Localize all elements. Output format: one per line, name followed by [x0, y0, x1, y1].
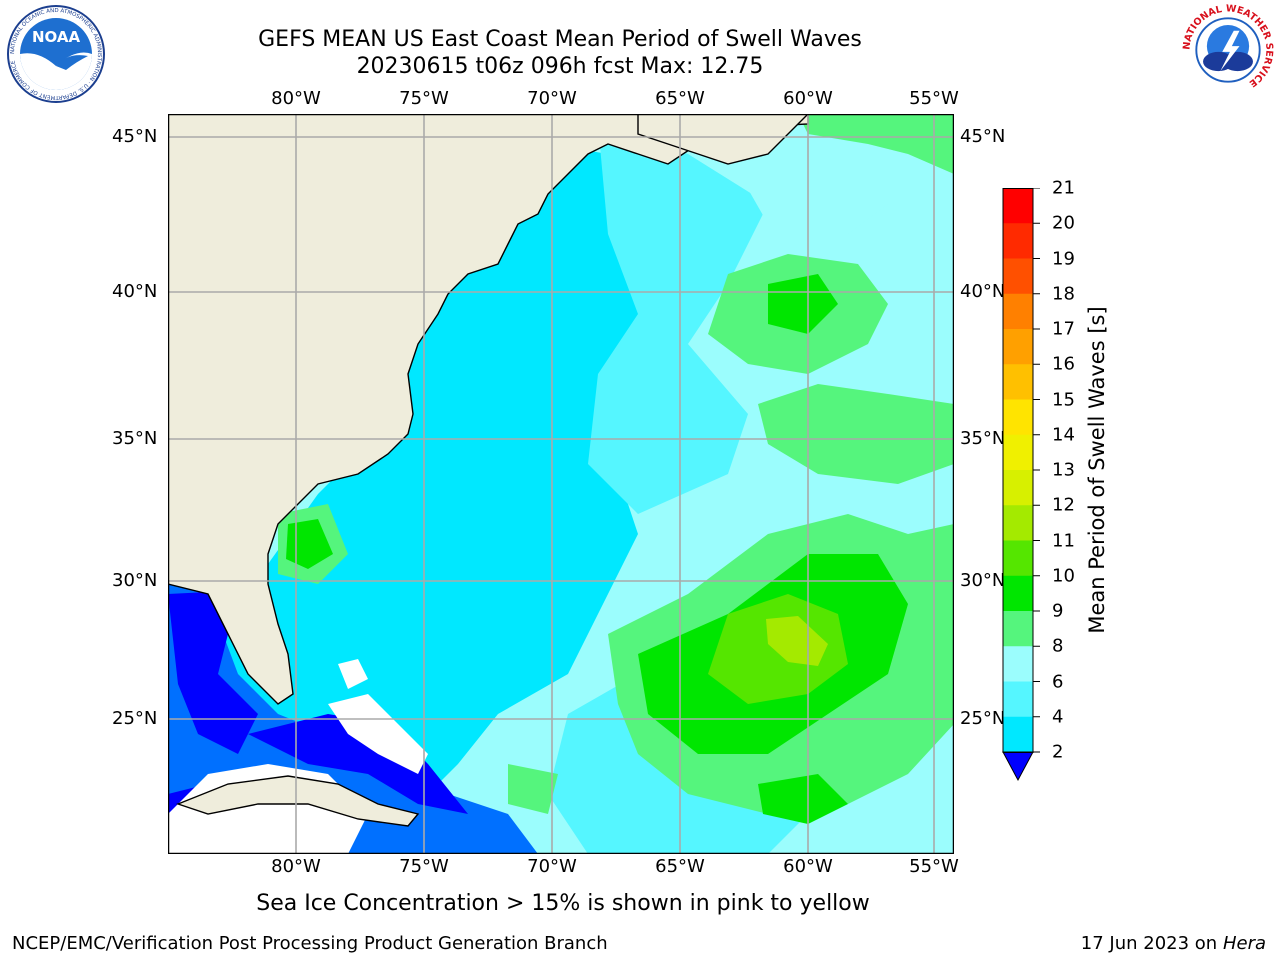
lon-label-top: 60°W	[783, 88, 833, 109]
colorbar-tick-label: 10	[1052, 565, 1075, 587]
lon-label-top: 75°W	[399, 88, 449, 109]
contour-10-11s	[286, 519, 333, 569]
contour-9-10s	[508, 764, 558, 814]
colorbar-tick-label: 9	[1052, 600, 1064, 622]
lon-label-top: 80°W	[271, 88, 321, 109]
footer-date: 17 Jun 2023 on Hera	[1081, 933, 1266, 954]
contour-10-11s	[768, 274, 838, 334]
contour-12-13s	[766, 616, 828, 666]
lat-label-left: 30°N	[112, 570, 158, 591]
colorbar-tick-label: 2	[1052, 741, 1064, 763]
chart-subtitle: 20230615 t06z 096h fcst Max: 12.75	[356, 54, 764, 79]
colorbar-segment	[1003, 434, 1033, 471]
contour-6-8s	[588, 124, 768, 514]
lon-label-bottom: 55°W	[909, 856, 959, 877]
lon-label-top: 65°W	[655, 88, 705, 109]
land-mass	[168, 114, 809, 705]
colorbar-tick-label: 18	[1052, 283, 1075, 305]
lon-label-bottom: 75°W	[399, 856, 449, 877]
contour-9-10s	[798, 114, 954, 174]
contour-4-6s	[168, 144, 668, 854]
colorbar-segment	[1003, 329, 1033, 365]
footer-date-text: 17 Jun 2023 on	[1080, 933, 1218, 954]
no-data-region	[328, 694, 428, 774]
lat-label-right: 40°N	[960, 281, 1006, 302]
colorbar-tick-label: 20	[1052, 212, 1075, 234]
colorbar-label: Mean Period of Swell Waves [s]	[1085, 306, 1109, 634]
contour-below-2s	[168, 592, 258, 754]
colorbar-segment	[1003, 540, 1033, 577]
colorbar-segment	[1003, 611, 1033, 647]
colorbar-under-triangle	[1002, 751, 1034, 782]
colorbar-tick-label: 15	[1052, 389, 1075, 410]
lat-label-right: 45°N	[960, 126, 1006, 147]
no-data-region	[338, 659, 368, 689]
swell-period-map	[168, 114, 954, 854]
colorbar-segment	[1003, 470, 1033, 506]
lat-label-right: 30°N	[960, 570, 1006, 591]
colorbar-tick-label: 6	[1052, 671, 1064, 692]
colorbar	[1002, 188, 1040, 782]
colorbar-segment	[1003, 223, 1033, 259]
contour-below-2s	[248, 714, 468, 814]
chart-title: GEFS MEAN US East Coast Mean Period of S…	[258, 27, 862, 52]
colorbar-segment	[1003, 258, 1033, 295]
lat-label-left: 25°N	[112, 708, 158, 729]
footer-credit: NCEP/EMC/Verification Post Processing Pr…	[12, 933, 608, 954]
colorbar-tick-label: 14	[1052, 424, 1075, 446]
lon-label-bottom: 80°W	[271, 856, 321, 877]
graticule	[168, 114, 954, 854]
colorbar-segment	[1003, 575, 1033, 612]
contour-9-10s	[758, 384, 954, 484]
lat-label-right: 35°N	[960, 428, 1006, 449]
footer-host: Hera	[1222, 933, 1266, 954]
noaa-logo-text: NOAA	[32, 28, 81, 46]
lat-label-left: 40°N	[112, 281, 158, 302]
colorbar-tick-label: 16	[1052, 353, 1075, 375]
nws-logo: NATIONAL WEATHER SERVICE	[1181, 3, 1275, 96]
lat-label-left: 45°N	[112, 126, 158, 147]
lat-label-left: 35°N	[112, 428, 158, 449]
colorbar-segment	[1003, 716, 1033, 753]
map-frame	[168, 114, 954, 854]
colorbar-segment	[1003, 364, 1033, 400]
colorbar-segment	[1003, 293, 1033, 330]
colorbar-segment	[1003, 188, 1033, 224]
colorbar-tick-label: 13	[1052, 459, 1075, 481]
colorbar-segment	[1003, 505, 1033, 541]
land-mass	[175, 775, 420, 827]
lon-label-bottom: 60°W	[783, 856, 833, 877]
lat-label-right: 25°N	[960, 708, 1006, 729]
colorbar-segment	[1003, 399, 1033, 436]
lon-label-top: 70°W	[527, 88, 577, 109]
noaa-logo: NOAA NATIONAL OCEANIC AND ATMOSPHERIC AD…	[7, 5, 105, 103]
lon-label-top: 55°W	[909, 88, 959, 109]
sea-ice-note: Sea Ice Concentration > 15% is shown in …	[256, 891, 870, 916]
colorbar-tick-label: 17	[1052, 318, 1075, 340]
colorbar-tick-label: 11	[1052, 530, 1075, 551]
lon-label-bottom: 70°W	[527, 856, 577, 877]
colorbar-tick-label: 8	[1052, 635, 1064, 657]
colorbar-tick-label: 12	[1052, 494, 1075, 516]
colorbar-tick-label: 21	[1052, 177, 1075, 199]
colorbar-segment	[1003, 681, 1033, 718]
colorbar-tick-label: 19	[1052, 248, 1075, 269]
lon-label-bottom: 65°W	[655, 856, 705, 877]
contour-10-11s	[758, 774, 848, 824]
colorbar-segment	[1003, 646, 1033, 682]
colorbar-tick-label: 4	[1052, 706, 1064, 728]
